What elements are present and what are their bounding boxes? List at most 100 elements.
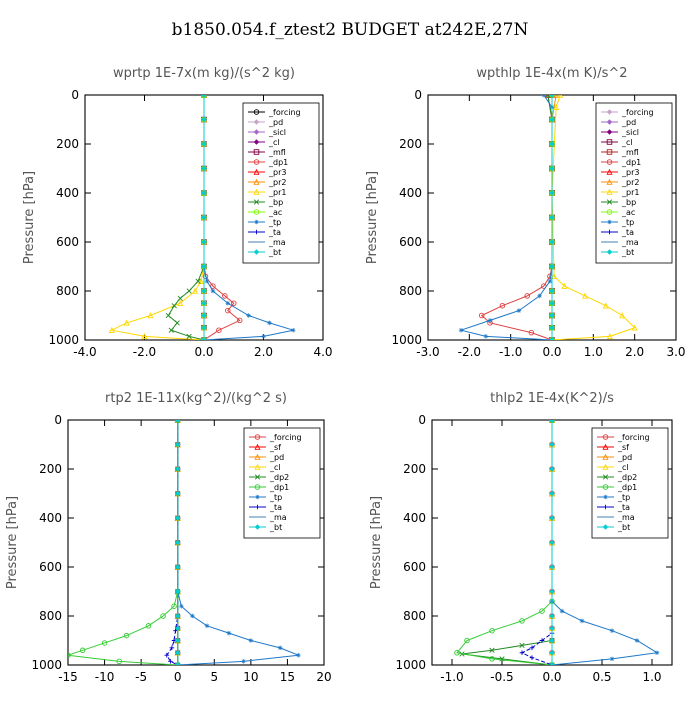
data-point bbox=[204, 278, 210, 284]
legend: _forcing_sf_pd_cl_dp2_dp1_tp_ta_ma_bt bbox=[591, 427, 669, 539]
data-point bbox=[483, 334, 489, 339]
data-point bbox=[201, 312, 207, 319]
data-point bbox=[177, 295, 183, 301]
x-tick-label: 0.0 bbox=[194, 345, 213, 359]
data-point bbox=[171, 603, 177, 609]
data-point bbox=[519, 642, 525, 649]
legend: _forcing_pd_sicl_cl_mfl_dp1_pr3_pr2_pr1_… bbox=[595, 102, 673, 264]
chart-panel-1: wprtp 1E-7x(m kg)/(s^2 kg) Pressure [hPa]… bbox=[22, 66, 333, 359]
data-point bbox=[549, 539, 555, 546]
data-point bbox=[549, 239, 555, 245]
x-tick-label: 2.0 bbox=[625, 345, 644, 359]
data-point bbox=[545, 95, 551, 98]
data-point bbox=[116, 658, 122, 665]
y-tick-label: 800 bbox=[56, 284, 79, 298]
y-tick-label: 400 bbox=[56, 186, 79, 200]
legend-label: _bp bbox=[621, 198, 636, 207]
data-point bbox=[582, 292, 589, 299]
legend-label: _cl bbox=[268, 138, 280, 147]
legend-marker bbox=[253, 139, 260, 145]
data-point bbox=[201, 95, 207, 98]
legend-marker bbox=[254, 443, 261, 450]
legend-label: _pd bbox=[621, 118, 636, 127]
data-point bbox=[524, 293, 530, 299]
legend-label: _pd bbox=[617, 453, 632, 462]
data-point bbox=[454, 650, 460, 656]
data-point bbox=[226, 630, 232, 636]
data-point bbox=[549, 515, 555, 521]
legend-marker bbox=[606, 249, 613, 255]
y-tick-label: 800 bbox=[399, 284, 422, 298]
data-point bbox=[549, 116, 555, 123]
data-point bbox=[201, 263, 207, 270]
data-point bbox=[549, 420, 555, 423]
data-point bbox=[201, 116, 207, 123]
legend-marker bbox=[606, 178, 613, 185]
y-tick-label: 200 bbox=[56, 137, 79, 151]
x-tick-label: 4.0 bbox=[313, 345, 332, 359]
data-point bbox=[529, 655, 535, 660]
data-point bbox=[609, 628, 615, 633]
data-point bbox=[549, 95, 555, 98]
data-point bbox=[547, 278, 553, 284]
data-point bbox=[549, 141, 555, 147]
legend-label: _ma bbox=[268, 238, 286, 247]
legend-label: _tp bbox=[621, 218, 634, 227]
data-point bbox=[123, 632, 130, 639]
y-tick-label: 0 bbox=[71, 88, 79, 102]
x-tick-label: 15 bbox=[280, 670, 295, 684]
legend-marker bbox=[255, 494, 260, 500]
legend-marker bbox=[253, 199, 260, 205]
legend-marker bbox=[603, 494, 608, 500]
data-point bbox=[267, 320, 272, 326]
series-line-dp2 bbox=[461, 420, 553, 665]
series-line-dp1 bbox=[456, 420, 553, 665]
legend-marker bbox=[606, 129, 613, 135]
legend-marker bbox=[607, 219, 612, 225]
data-point bbox=[487, 318, 493, 323]
legend-label: _cl bbox=[621, 138, 633, 147]
legend-label: _bp bbox=[268, 198, 283, 207]
legend-label: _forcing bbox=[269, 433, 302, 442]
data-point bbox=[549, 325, 555, 331]
x-tick-label: 3.0 bbox=[666, 345, 685, 359]
x-tick-label: -3.0 bbox=[416, 345, 439, 359]
data-point bbox=[559, 608, 565, 614]
legend-marker bbox=[253, 188, 260, 195]
data-point bbox=[192, 287, 199, 294]
legend-marker bbox=[606, 168, 613, 175]
legend-label: _dp1 bbox=[617, 483, 637, 492]
data-point bbox=[489, 627, 495, 634]
data-point bbox=[201, 325, 207, 331]
data-point bbox=[123, 319, 130, 326]
chart-title: wpthlp 1E-4x(m K)/s^2 bbox=[476, 66, 627, 81]
legend-marker bbox=[254, 463, 261, 470]
data-point bbox=[174, 637, 181, 644]
data-point bbox=[541, 95, 547, 98]
legend-label: _pr2 bbox=[621, 178, 639, 187]
data-point bbox=[141, 333, 148, 340]
data-point bbox=[549, 312, 555, 319]
legend-box bbox=[595, 102, 673, 264]
legend-label: _sicl bbox=[621, 128, 639, 137]
data-point bbox=[210, 288, 216, 294]
data-point bbox=[478, 312, 485, 319]
data-point bbox=[516, 308, 522, 313]
chart-panel-3: rtp2 1E-11x(kg^2)/(kg^2 s) Pressure [hPa]… bbox=[5, 391, 332, 684]
y-tick-label: 1000 bbox=[395, 658, 426, 672]
legend-marker bbox=[253, 168, 260, 175]
legend-marker bbox=[255, 504, 260, 510]
data-point bbox=[609, 656, 615, 662]
legend-label: _cl bbox=[269, 463, 281, 472]
data-point bbox=[174, 662, 181, 665]
data-point bbox=[145, 623, 152, 629]
legend-label: _pr3 bbox=[621, 168, 639, 177]
data-point bbox=[561, 282, 568, 289]
legend-marker bbox=[606, 209, 613, 215]
data-point bbox=[190, 613, 195, 619]
series-group bbox=[458, 95, 638, 340]
x-tick-label: -2.0 bbox=[133, 345, 156, 359]
legend-label: _ma bbox=[621, 238, 639, 247]
legend-label: _forcing bbox=[617, 433, 650, 442]
